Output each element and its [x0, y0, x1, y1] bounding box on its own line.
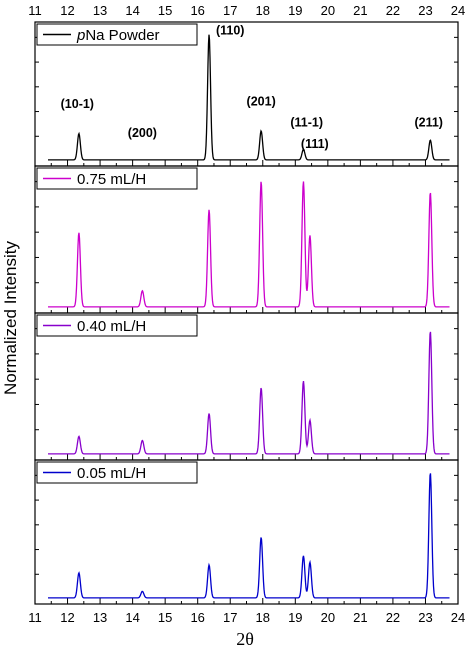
panel-3: 0.40 mL/H	[34, 312, 459, 461]
peak-point	[208, 413, 210, 415]
x-tick-label-bottom: 20	[321, 610, 335, 625]
legend-box	[36, 314, 198, 337]
x-tick-label-top: 14	[125, 3, 139, 18]
series-line	[48, 331, 450, 455]
peak-point	[303, 380, 305, 382]
series-line	[48, 181, 450, 308]
x-tick-label-top: 24	[451, 3, 465, 18]
legend: 0.05 mL/H	[36, 461, 198, 484]
peak-point	[430, 330, 432, 332]
peak-point	[303, 181, 305, 183]
x-tick-label-top: 11	[28, 3, 42, 18]
peak-point	[303, 555, 305, 557]
peak-point	[430, 472, 432, 474]
peak-annotation: (111)	[301, 137, 329, 151]
x-tick-label-bottom: 12	[60, 610, 74, 625]
x-tick-label-bottom: 11	[28, 610, 42, 625]
peak-point	[208, 209, 210, 211]
legend-label: 0.75 mL/H	[77, 171, 146, 188]
peak-annotation: (200)	[128, 126, 157, 140]
panels-layer: pNa Powder (10-1) (200) (110) (201) (11-1) (11…	[34, 21, 459, 605]
panel-4: 0.05 mL/H	[34, 459, 459, 605]
peak-point	[309, 419, 311, 421]
x-tick-label-top: 12	[60, 3, 74, 18]
x-tick-label-bottom: 23	[418, 610, 432, 625]
peak-point	[430, 191, 432, 193]
legend-label-italic: p	[76, 27, 85, 44]
peak-point	[142, 440, 144, 442]
peak-point	[309, 235, 311, 237]
x-tick-label-bottom: 18	[256, 610, 270, 625]
legend-label: 0.05 mL/H	[77, 465, 146, 482]
x-tick-label-bottom: 16	[190, 610, 204, 625]
peak-point	[208, 564, 210, 566]
peak-point	[142, 591, 144, 593]
legend: 0.75 mL/H	[36, 167, 198, 190]
series-line	[48, 34, 450, 161]
x-tick-label-bottom: 13	[93, 610, 107, 625]
x-tick-label-bottom: 24	[451, 610, 465, 625]
peak-point	[78, 572, 80, 574]
peak-point	[260, 130, 262, 132]
legend-label-text: 0.40 mL/H	[77, 318, 146, 335]
x-tick-label-top: 23	[418, 3, 432, 18]
x-tick-label-top: 18	[256, 3, 270, 18]
x-tick-label-bottom: 15	[158, 610, 172, 625]
x-tick-label-top: 16	[190, 3, 204, 18]
peak-point	[142, 290, 144, 292]
legend: pNa Powder	[36, 23, 198, 46]
peak-point	[208, 34, 210, 36]
panel-1: pNa Powder (10-1) (200) (110) (201) (11-1) (11…	[34, 21, 459, 167]
peak-annotation: (10-1)	[61, 97, 94, 111]
x-tick-label-top: 20	[321, 3, 335, 18]
legend-label-text: 0.05 mL/H	[77, 465, 146, 482]
x-tick-label-bottom: 19	[288, 610, 302, 625]
panel-2: 0.75 mL/H	[34, 165, 459, 314]
peak-annotation: (110)	[216, 23, 245, 37]
peak-point	[260, 181, 262, 183]
legend-box	[36, 461, 198, 484]
x-tick-label-top: 21	[353, 3, 367, 18]
legend-box	[36, 167, 198, 190]
peak-point	[78, 436, 80, 438]
legend-box	[36, 23, 198, 46]
peak-point	[260, 387, 262, 389]
peak-annotation: (11-1)	[290, 116, 323, 130]
legend-label: pNa Powder	[76, 27, 160, 44]
legend-label: 0.40 mL/H	[77, 318, 146, 335]
x-tick-label-top: 13	[93, 3, 107, 18]
x-tick-label-top: 17	[223, 3, 237, 18]
legend: 0.40 mL/H	[36, 314, 198, 337]
legend-label-text: 0.75 mL/H	[77, 171, 146, 188]
peak-point	[430, 139, 432, 141]
legend-label-text: Na Powder	[85, 27, 159, 44]
peak-point	[260, 536, 262, 538]
peak-point	[78, 133, 80, 135]
peak-point	[78, 232, 80, 234]
x-tick-label-top: 22	[386, 3, 400, 18]
y-axis-label: Normalized Intensity	[1, 241, 20, 396]
peak-point	[309, 562, 311, 564]
x-tick-label-bottom: 17	[223, 610, 237, 625]
x-tick-label-top: 15	[158, 3, 172, 18]
x-axis-label: 2θ	[236, 629, 254, 649]
series-line	[48, 473, 450, 599]
peak-annotation: (211)	[414, 116, 443, 130]
x-tick-label-bottom: 22	[386, 610, 400, 625]
x-tick-label-bottom: 14	[125, 610, 139, 625]
peak-annotation: (201)	[247, 95, 276, 109]
x-tick-label-bottom: 21	[353, 610, 367, 625]
x-tick-label-top: 19	[288, 3, 302, 18]
axes-layer: 11 11 12 12 13 13 14 14 15 15 16 16 17 17 18 18 19 19 20 20…	[28, 3, 465, 625]
